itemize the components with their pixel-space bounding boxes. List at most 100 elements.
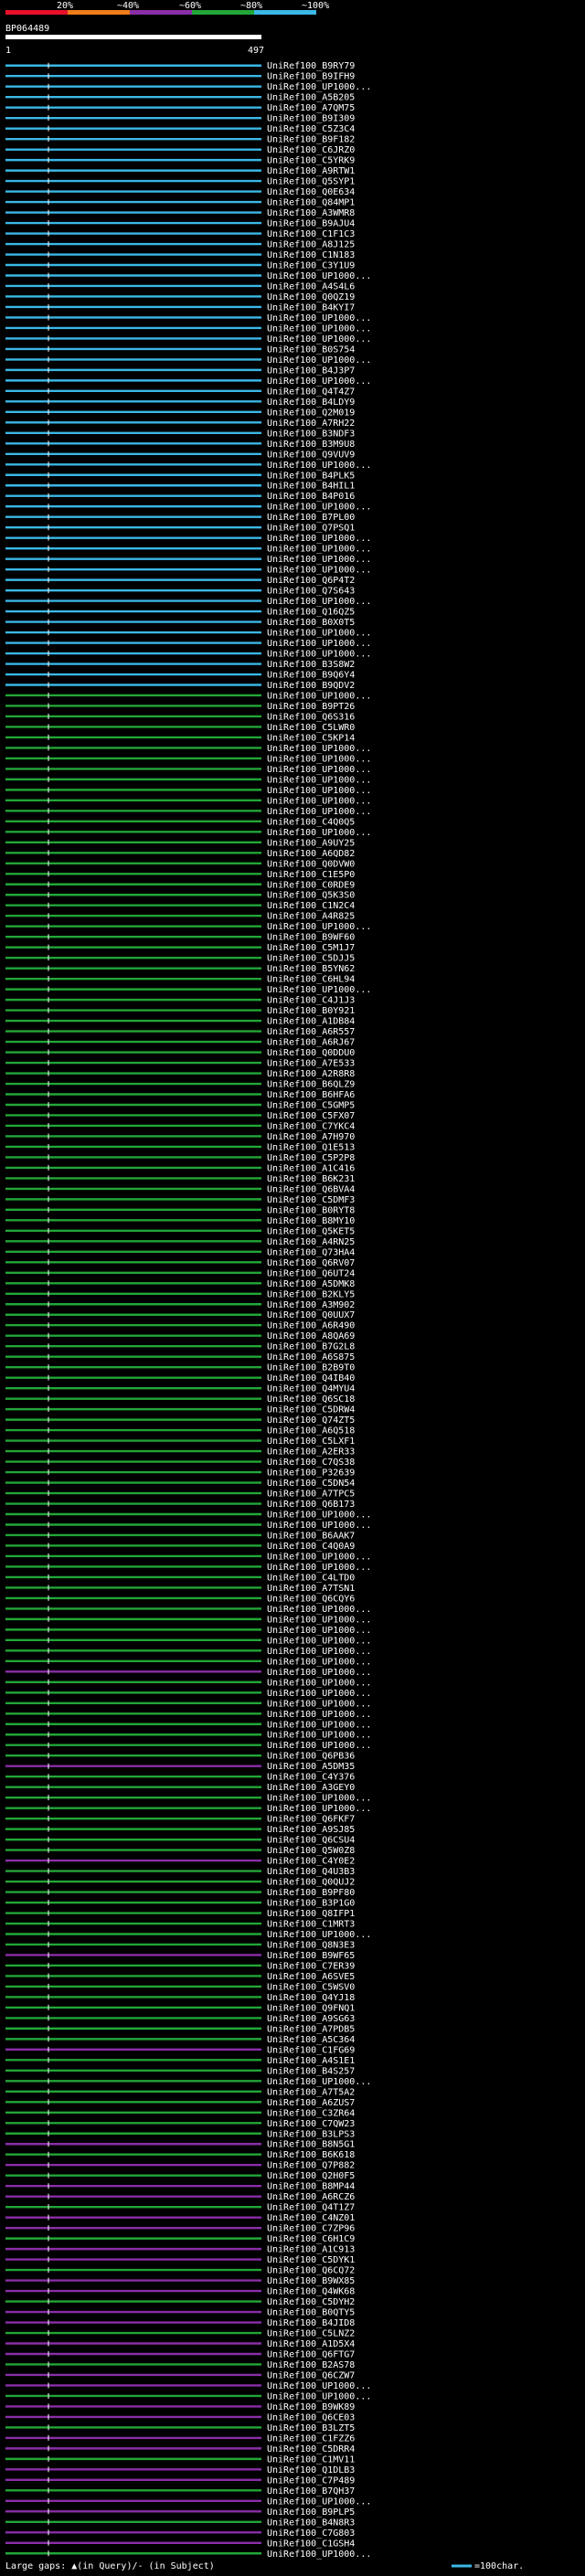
hit-label[interactable]: UniRef100_Q5W0Z8 bbox=[267, 1846, 355, 1856]
hit-label[interactable]: UniRef100_UP1000... bbox=[267, 1552, 371, 1562]
hit-label[interactable]: UniRef100_B9WX85 bbox=[267, 2276, 355, 2286]
hit-label[interactable]: UniRef100_Q5KET5 bbox=[267, 1226, 355, 1236]
hit-label[interactable]: UniRef100_Q6CZW7 bbox=[267, 2370, 355, 2380]
hit-label[interactable]: UniRef100_B4PLK5 bbox=[267, 471, 355, 481]
hit-label[interactable]: UniRef100_B9F182 bbox=[267, 135, 355, 145]
hit-label[interactable]: UniRef100_B9RY79 bbox=[267, 61, 355, 71]
hit-label[interactable]: UniRef100_B0X0T5 bbox=[267, 618, 355, 628]
hit-label[interactable]: UniRef100_A8J125 bbox=[267, 240, 355, 250]
hit-label[interactable]: UniRef100_Q6CE03 bbox=[267, 2412, 355, 2422]
hit-label[interactable]: UniRef100_C5DYH2 bbox=[267, 2297, 355, 2307]
hit-label[interactable]: UniRef100_B9PT26 bbox=[267, 702, 355, 712]
hit-label[interactable]: UniRef100_UP1000... bbox=[267, 1626, 371, 1636]
hit-label[interactable]: UniRef100_A7PDB5 bbox=[267, 2024, 355, 2034]
hit-label[interactable]: UniRef100_UP1000... bbox=[267, 1930, 371, 1940]
hit-label[interactable]: UniRef100_A5DMK8 bbox=[267, 1279, 355, 1289]
hit-label[interactable]: UniRef100_UP1000... bbox=[267, 1678, 371, 1688]
hit-label[interactable]: UniRef100_A6Q518 bbox=[267, 1426, 355, 1436]
hit-label[interactable]: UniRef100_A3GEY0 bbox=[267, 1783, 355, 1793]
hit-label[interactable]: UniRef100_UP1000... bbox=[267, 1741, 371, 1751]
hit-label[interactable]: UniRef100_UP1000... bbox=[267, 534, 371, 544]
hit-label[interactable]: UniRef100_Q7PSQ1 bbox=[267, 524, 355, 534]
hit-label[interactable]: UniRef100_A3M902 bbox=[267, 1300, 355, 1310]
hit-label[interactable]: UniRef100_C4LTD0 bbox=[267, 1573, 355, 1583]
hit-label[interactable]: UniRef100_B4JID8 bbox=[267, 2318, 355, 2328]
hit-label[interactable]: UniRef100_A4RN25 bbox=[267, 1237, 355, 1247]
hit-label[interactable]: UniRef100_Q0DVW0 bbox=[267, 859, 355, 869]
hit-label[interactable]: UniRef100_B3P1G0 bbox=[267, 1899, 355, 1909]
hit-label[interactable]: UniRef100_B6QLZ9 bbox=[267, 1080, 355, 1090]
hit-label[interactable]: UniRef100_A7RH22 bbox=[267, 419, 355, 429]
hit-label[interactable]: UniRef100_UP1000... bbox=[267, 566, 371, 576]
hit-label[interactable]: UniRef100_UP1000... bbox=[267, 1720, 371, 1730]
hit-label[interactable]: UniRef100_C5DMF3 bbox=[267, 1195, 355, 1205]
hit-label[interactable]: UniRef100_Q6CQY6 bbox=[267, 1594, 355, 1604]
hit-label[interactable]: UniRef100_C1MRT3 bbox=[267, 1920, 355, 1930]
hit-label[interactable]: UniRef100_Q6S316 bbox=[267, 712, 355, 722]
hit-label[interactable]: UniRef100_C1E5P0 bbox=[267, 870, 355, 880]
hit-label[interactable]: UniRef100_Q2M019 bbox=[267, 408, 355, 418]
hit-label[interactable]: UniRef100_UP1000... bbox=[267, 1605, 371, 1615]
hit-label[interactable]: UniRef100_C4J1J3 bbox=[267, 996, 355, 1006]
hit-label[interactable]: UniRef100_A1C913 bbox=[267, 2245, 355, 2255]
hit-label[interactable]: UniRef100_C1GSH4 bbox=[267, 2539, 355, 2549]
hit-label[interactable]: UniRef100_Q2H0F5 bbox=[267, 2171, 355, 2181]
hit-label[interactable]: UniRef100_UP1000... bbox=[267, 1647, 371, 1657]
hit-label[interactable]: UniRef100_C3ZR64 bbox=[267, 2108, 355, 2118]
hit-label[interactable]: UniRef100_C4Y0E2 bbox=[267, 1857, 355, 1867]
hit-label[interactable]: UniRef100_UP1000... bbox=[267, 2549, 371, 2560]
hit-label[interactable]: UniRef100_A6SVE5 bbox=[267, 1972, 355, 1982]
hit-label[interactable]: UniRef100_B4J3P7 bbox=[267, 366, 355, 376]
hit-label[interactable]: UniRef100_C7QW23 bbox=[267, 2119, 355, 2129]
hit-label[interactable]: UniRef100_A7E533 bbox=[267, 1059, 355, 1069]
hit-label[interactable]: UniRef100_B9IFH9 bbox=[267, 72, 355, 82]
hit-label[interactable]: UniRef100_UP1000... bbox=[267, 650, 371, 660]
hit-label[interactable]: UniRef100_B8N5G1 bbox=[267, 2140, 355, 2150]
hit-label[interactable]: UniRef100_C7ER39 bbox=[267, 1961, 355, 1971]
hit-label[interactable]: UniRef100_A7H970 bbox=[267, 1132, 355, 1142]
hit-label[interactable]: UniRef100_UP1000... bbox=[267, 754, 371, 764]
hit-label[interactable]: UniRef100_B3S8W2 bbox=[267, 660, 355, 670]
hit-label[interactable]: UniRef100_A6RJ67 bbox=[267, 1038, 355, 1048]
hit-label[interactable]: UniRef100_B9QDV2 bbox=[267, 681, 355, 691]
hit-label[interactable]: UniRef100_Q6P4T2 bbox=[267, 576, 355, 586]
hit-label[interactable]: UniRef100_UP1000... bbox=[267, 334, 371, 345]
hit-label[interactable]: UniRef100_UP1000... bbox=[267, 2381, 371, 2391]
hit-label[interactable]: UniRef100_B0RYT8 bbox=[267, 1205, 355, 1215]
hit-label[interactable]: UniRef100_B5YN62 bbox=[267, 964, 355, 974]
hit-label[interactable]: UniRef100_UP1000... bbox=[267, 1521, 371, 1531]
hit-label[interactable]: UniRef100_B7G2L8 bbox=[267, 1342, 355, 1352]
hit-label[interactable]: UniRef100_C5DYK1 bbox=[267, 2255, 355, 2265]
hit-label[interactable]: UniRef100_A6R490 bbox=[267, 1321, 355, 1331]
hit-label[interactable]: UniRef100_B9AJU4 bbox=[267, 219, 355, 229]
hit-label[interactable]: UniRef100_C5DRR4 bbox=[267, 2444, 355, 2454]
hit-label[interactable]: UniRef100_UP1000... bbox=[267, 629, 371, 639]
hit-label[interactable]: UniRef100_C5LWR0 bbox=[267, 723, 355, 733]
hit-label[interactable]: UniRef100_C4Y376 bbox=[267, 1773, 355, 1783]
hit-label[interactable]: UniRef100_Q4IB40 bbox=[267, 1373, 355, 1383]
hit-label[interactable]: UniRef100_C1N2C4 bbox=[267, 901, 355, 911]
hit-label[interactable]: UniRef100_B4N8R3 bbox=[267, 2518, 355, 2528]
hit-label[interactable]: UniRef100_UP1000... bbox=[267, 1731, 371, 1741]
hit-label[interactable]: UniRef100_Q6RV07 bbox=[267, 1258, 355, 1268]
hit-label[interactable]: UniRef100_B2KLY5 bbox=[267, 1289, 355, 1299]
hit-label[interactable]: UniRef100_C3Y1U9 bbox=[267, 261, 355, 271]
hit-label[interactable]: UniRef100_UP1000... bbox=[267, 1657, 371, 1667]
hit-label[interactable]: UniRef100_C6HL94 bbox=[267, 975, 355, 985]
hit-label[interactable]: UniRef100_A9SJ85 bbox=[267, 1825, 355, 1835]
hit-label[interactable]: UniRef100_Q73HA4 bbox=[267, 1247, 355, 1257]
hit-label[interactable]: UniRef100_UP1000... bbox=[267, 376, 371, 387]
hit-label[interactable]: UniRef100_B2B9T0 bbox=[267, 1363, 355, 1373]
hit-label[interactable]: UniRef100_A5C364 bbox=[267, 2035, 355, 2045]
hit-label[interactable]: UniRef100_B9PF80 bbox=[267, 1888, 355, 1898]
hit-label[interactable]: UniRef100_UP1000... bbox=[267, 1689, 371, 1699]
hit-label[interactable]: UniRef100_C6H1C9 bbox=[267, 2234, 355, 2244]
hit-label[interactable]: UniRef100_A8QA69 bbox=[267, 1331, 355, 1341]
hit-label[interactable]: UniRef100_UP1000... bbox=[267, 828, 371, 838]
hit-label[interactable]: UniRef100_Q1E513 bbox=[267, 1142, 355, 1152]
hit-label[interactable]: UniRef100_C7YKC4 bbox=[267, 1121, 355, 1131]
hit-label[interactable]: UniRef100_B9WF65 bbox=[267, 1951, 355, 1961]
hit-label[interactable]: UniRef100_UP1000... bbox=[267, 503, 371, 513]
hit-label[interactable]: UniRef100_Q1DLB3 bbox=[267, 2465, 355, 2475]
hit-label[interactable]: UniRef100_B4HIL1 bbox=[267, 482, 355, 492]
